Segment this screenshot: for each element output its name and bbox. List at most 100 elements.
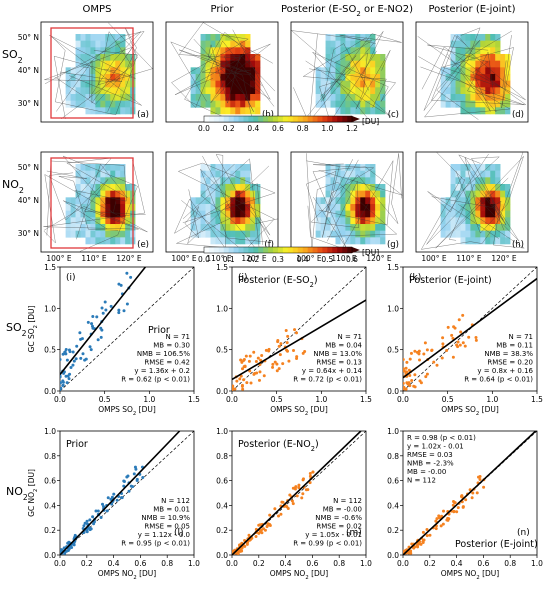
map-cell bbox=[335, 80, 341, 88]
map-cell bbox=[240, 230, 246, 238]
map-panel-d: (d) bbox=[415, 21, 529, 123]
map-cell bbox=[65, 210, 71, 218]
map-cell bbox=[355, 67, 361, 75]
map-cell bbox=[245, 217, 251, 225]
data-point bbox=[311, 470, 315, 474]
map-cell bbox=[475, 170, 481, 178]
colorbar-segment bbox=[307, 116, 313, 122]
map-border-line bbox=[309, 52, 397, 120]
data-point bbox=[257, 531, 261, 535]
data-point bbox=[452, 500, 456, 504]
map-cell bbox=[90, 170, 96, 178]
map-cell bbox=[120, 80, 126, 88]
x-tick-label: 1.5 bbox=[360, 395, 372, 404]
map-cell bbox=[245, 60, 251, 68]
map-cell bbox=[340, 210, 346, 218]
map-cell bbox=[85, 67, 91, 75]
colorbar-segment bbox=[253, 116, 259, 122]
map-cell bbox=[325, 54, 331, 61]
map-cell bbox=[445, 197, 451, 205]
map-border-line bbox=[427, 152, 499, 239]
x-tick-label: 0.6 bbox=[306, 559, 318, 568]
map-cell bbox=[210, 80, 216, 88]
map-cell bbox=[360, 67, 366, 75]
map-cell bbox=[250, 60, 256, 68]
data-point bbox=[412, 384, 416, 388]
map-cell bbox=[505, 224, 511, 231]
colorbar-segment bbox=[233, 247, 239, 253]
map-cell bbox=[350, 217, 356, 225]
y-tick-label: 1.0 bbox=[216, 427, 228, 436]
map-cell bbox=[330, 210, 336, 218]
data-point bbox=[464, 498, 468, 502]
colorbar-unit: [DU] bbox=[362, 248, 379, 257]
map-cell bbox=[475, 100, 481, 108]
map-cell bbox=[340, 47, 346, 55]
map-cell bbox=[75, 60, 81, 68]
map-cell bbox=[90, 217, 96, 225]
map-cell bbox=[455, 74, 461, 81]
map-cell bbox=[70, 94, 76, 101]
map-cell bbox=[125, 54, 131, 61]
data-point bbox=[474, 335, 478, 339]
map-cell bbox=[355, 230, 361, 238]
map-cell bbox=[495, 204, 501, 211]
colorbar-segment bbox=[238, 247, 244, 253]
map-cell bbox=[340, 80, 346, 88]
colorbar-extension bbox=[352, 116, 360, 122]
map-cell bbox=[455, 60, 461, 68]
map-frame bbox=[40, 151, 154, 253]
data-point bbox=[276, 339, 280, 343]
map-cell bbox=[485, 197, 491, 205]
data-point bbox=[286, 507, 290, 511]
map-cell bbox=[235, 87, 241, 95]
map-cell bbox=[205, 170, 211, 178]
data-point bbox=[249, 381, 253, 385]
map-cell bbox=[370, 94, 376, 101]
map-cell bbox=[325, 47, 331, 55]
map-cell bbox=[465, 40, 471, 48]
map-cell bbox=[495, 60, 501, 68]
map-cell bbox=[475, 164, 481, 171]
map-cell bbox=[240, 87, 246, 95]
map-cell bbox=[480, 170, 486, 178]
map-cell bbox=[215, 177, 221, 185]
data-point bbox=[135, 477, 139, 481]
map-cell bbox=[115, 87, 121, 95]
data-point bbox=[62, 546, 66, 550]
map-cell bbox=[205, 217, 211, 225]
map-cell bbox=[200, 224, 206, 231]
map-cell bbox=[370, 190, 376, 198]
map-cell bbox=[340, 94, 346, 101]
points-group bbox=[403, 431, 537, 555]
map-cell bbox=[350, 190, 356, 198]
colorbar-segment bbox=[228, 116, 234, 122]
data-point bbox=[435, 517, 439, 521]
map-cell bbox=[365, 170, 371, 178]
x-tick-label: 1.0 bbox=[360, 559, 372, 568]
colorbar-segment bbox=[302, 247, 308, 253]
data-point bbox=[129, 484, 133, 488]
map-cell bbox=[335, 100, 341, 108]
map-cell bbox=[330, 34, 336, 41]
map-cell bbox=[460, 170, 466, 178]
map-cell bbox=[365, 80, 371, 88]
map-cell bbox=[500, 237, 506, 245]
map-cell bbox=[230, 107, 236, 115]
data-point bbox=[254, 535, 258, 539]
data-point bbox=[129, 275, 133, 279]
map-cell bbox=[90, 164, 96, 171]
map-cell bbox=[370, 230, 376, 238]
colorbar-segment bbox=[312, 116, 318, 122]
map-cell bbox=[220, 107, 226, 115]
map-cell bbox=[470, 94, 476, 101]
map-cell bbox=[95, 40, 101, 48]
map-cell bbox=[335, 74, 341, 81]
map-cell bbox=[235, 74, 241, 81]
data-point bbox=[300, 496, 304, 500]
map-cell bbox=[455, 177, 461, 185]
data-point bbox=[109, 304, 113, 308]
one-to-one-line bbox=[59, 430, 195, 556]
map-cell bbox=[210, 190, 216, 198]
colorbar-segment bbox=[322, 116, 328, 122]
